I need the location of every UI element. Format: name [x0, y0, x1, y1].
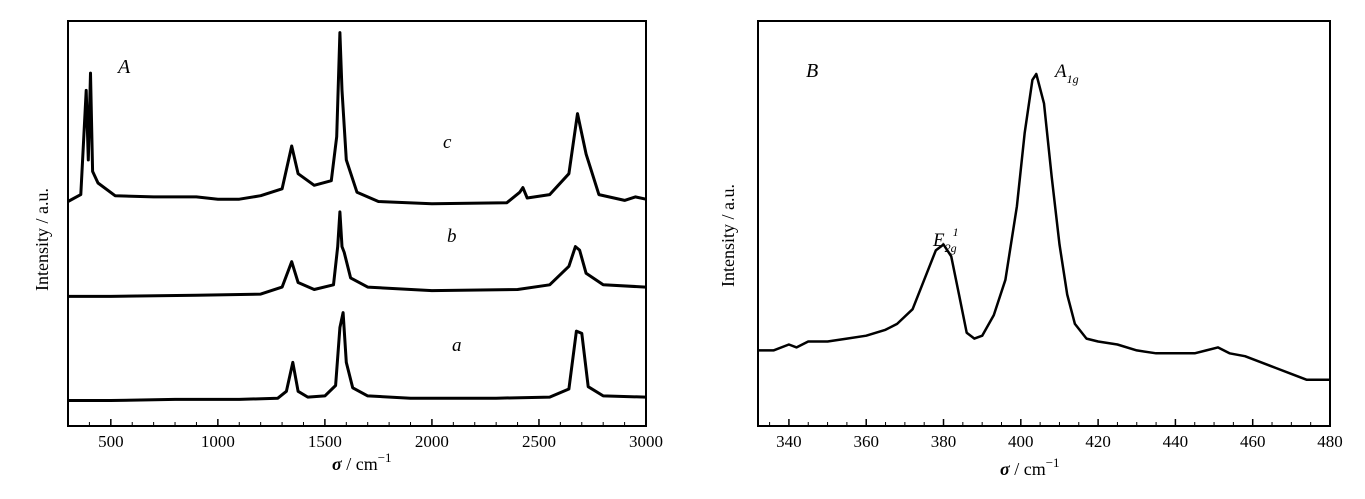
- panel-a: 500 1000 1500 2000 2500 3000 A c b a Intensit…: [32, 20, 663, 474]
- x-tick-label-b-380: 380: [931, 432, 957, 451]
- x-tick-label-a-2500: 2500: [522, 432, 556, 451]
- series-line-mos2: [758, 72, 1330, 382]
- x-tick-label-a-500: 500: [98, 432, 124, 451]
- series-line-a: [68, 311, 647, 402]
- x-tick-label-b-400: 400: [1008, 432, 1034, 451]
- plot-frame-b: [757, 20, 1331, 427]
- peak-label-e2g: E2g1: [932, 225, 959, 255]
- series-label-b: b: [447, 226, 457, 247]
- x-tick-label-a-3000: 3000: [629, 432, 663, 451]
- x-tick-label-b-340: 340: [776, 432, 802, 451]
- y-axis-label-b: Intensity / a.u.: [718, 184, 738, 287]
- x-tick-label-b-480: 480: [1317, 432, 1343, 451]
- x-axis-label-a: σ / cm−1: [332, 450, 392, 474]
- y-axis-label-a: Intensity / a.u.: [32, 188, 52, 291]
- panel-label-b: B: [806, 60, 818, 82]
- series-label-c: c: [443, 132, 452, 153]
- x-tick-label-a-1000: 1000: [201, 432, 235, 451]
- x-tick-label-b-420: 420: [1085, 432, 1111, 451]
- peak-label-a1g: A1g: [1053, 61, 1079, 86]
- plot-frame-a: [67, 20, 647, 427]
- x-tick-label-b-460: 460: [1240, 432, 1266, 451]
- x-tick-label-a-2000: 2000: [415, 432, 449, 451]
- panel-b: 340 360 380 400 420 440 460 480 B E2g1 A1g Inte…: [718, 20, 1343, 479]
- series-label-a: a: [452, 335, 462, 356]
- x-tick-label-b-360: 360: [853, 432, 879, 451]
- panel-label-a: A: [116, 56, 131, 78]
- series-line-b: [68, 210, 647, 298]
- x-tick-label-a-1500: 1500: [308, 432, 342, 451]
- series-line-c: [67, 31, 647, 206]
- x-axis-label-b: σ / cm−1: [1000, 455, 1060, 479]
- x-tick-label-b-440: 440: [1163, 432, 1189, 451]
